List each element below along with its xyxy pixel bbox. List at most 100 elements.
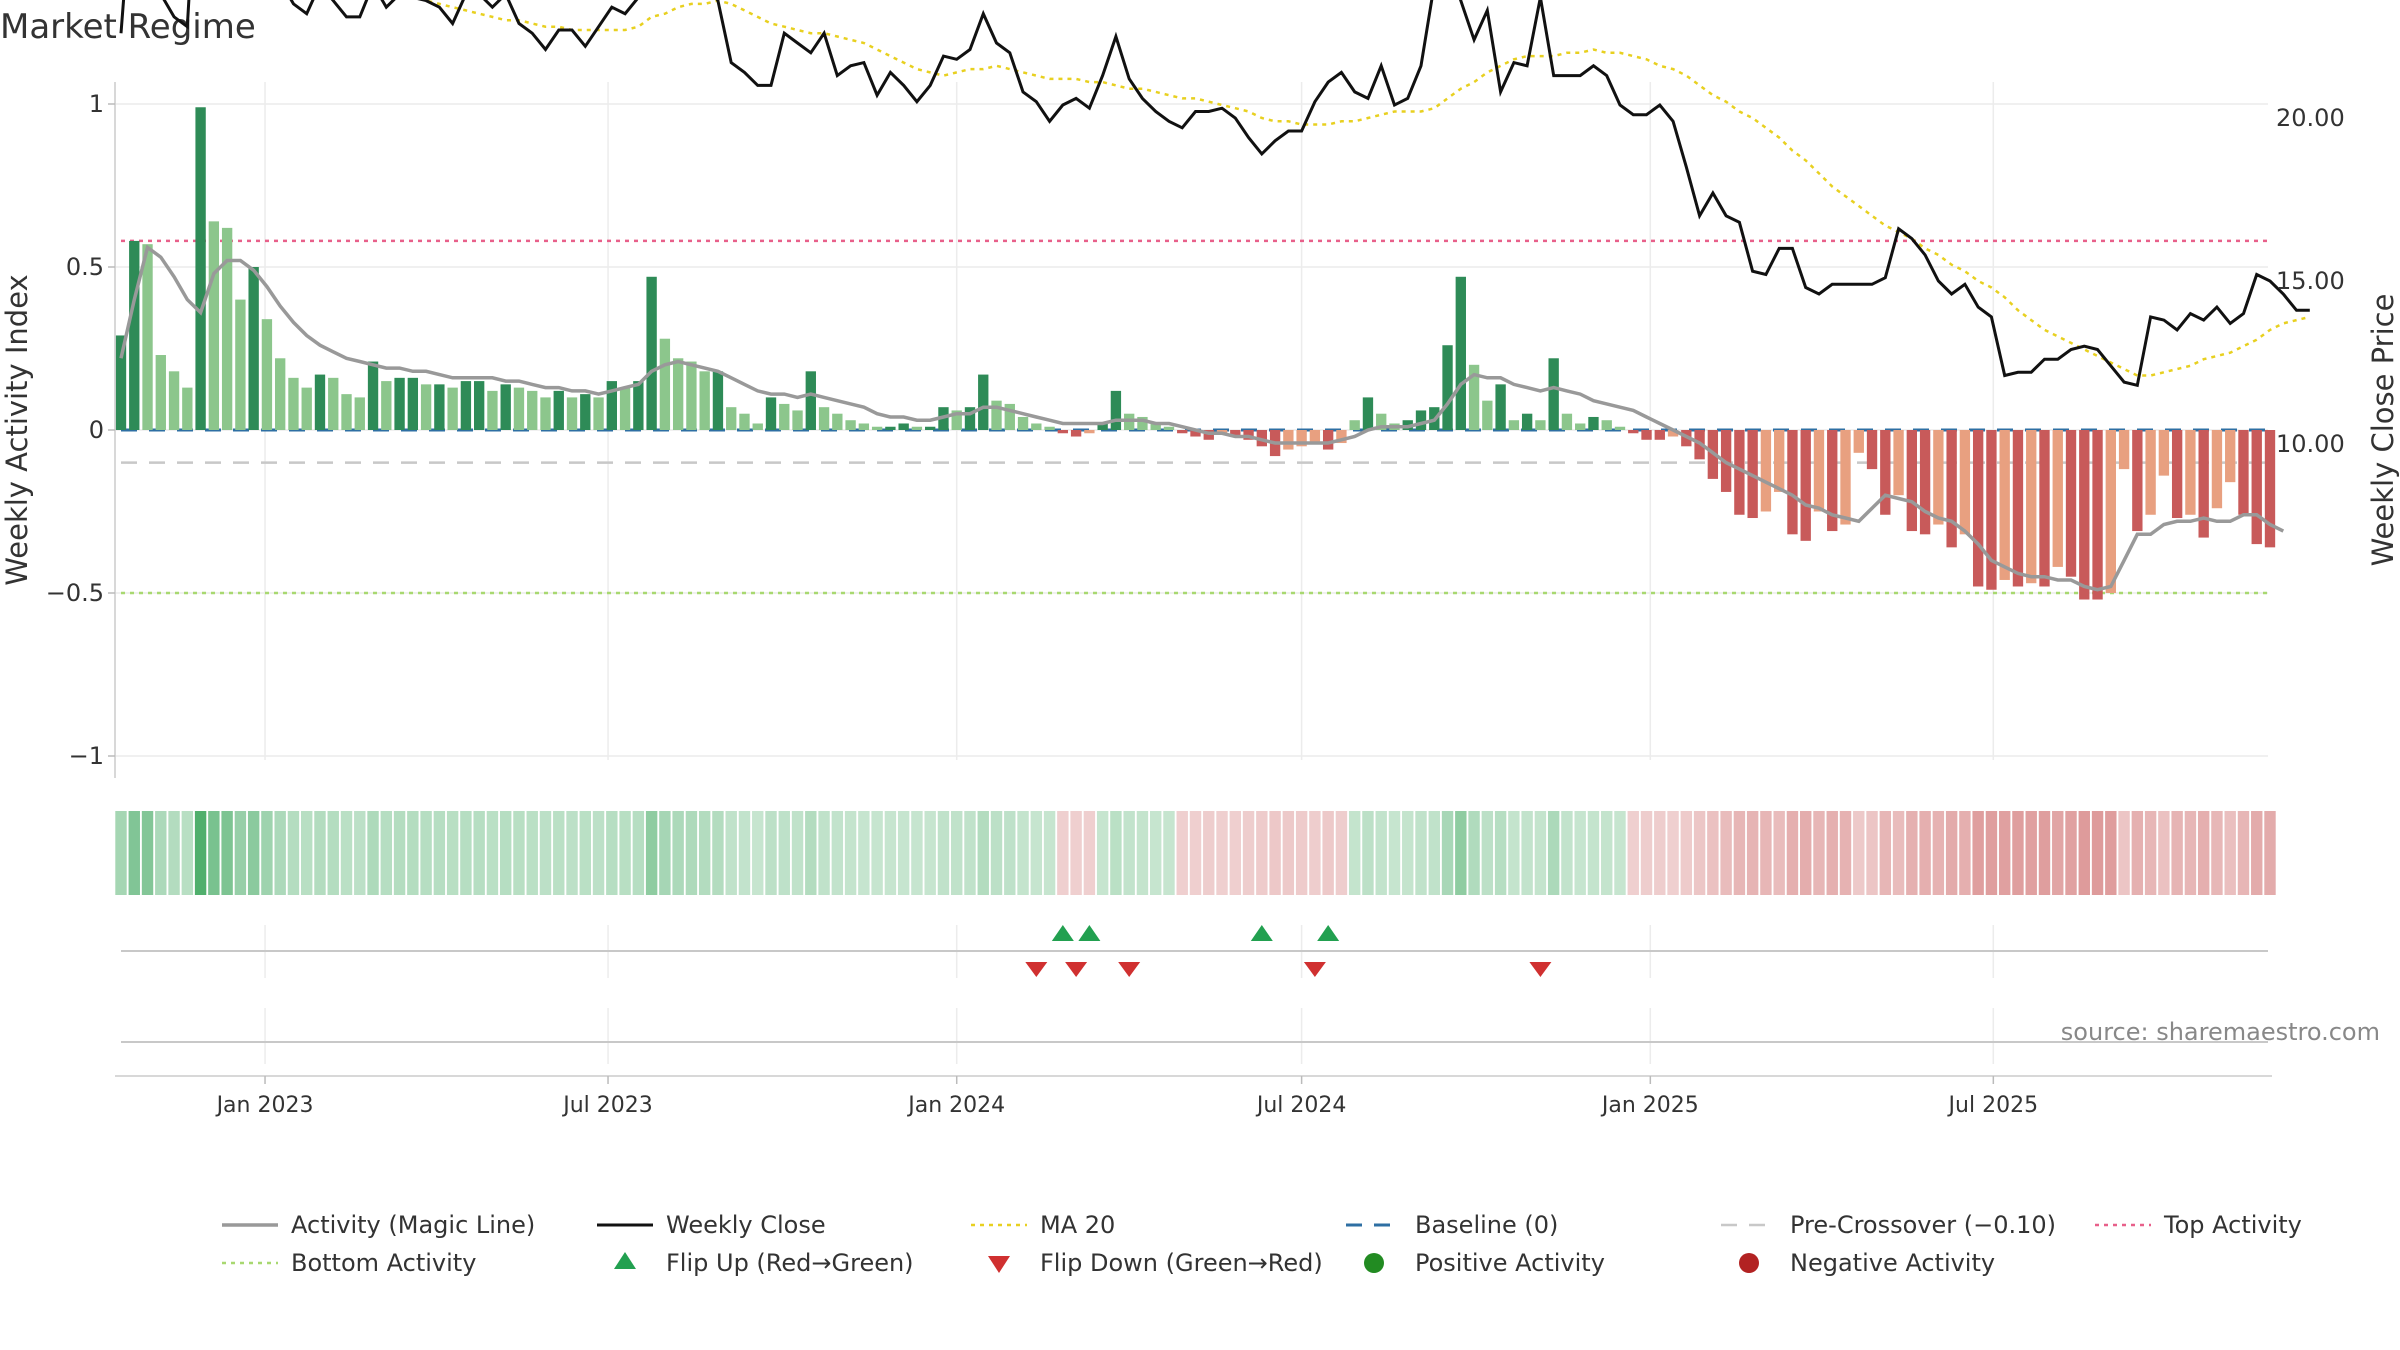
activity-bar — [2158, 430, 2170, 476]
legend-item: Negative Activity — [1739, 1249, 1995, 1277]
ma20-line — [422, 0, 2311, 377]
regime-strip-cell — [765, 811, 777, 895]
activity-magic-line — [119, 244, 2285, 592]
regime-strip-cell — [1919, 811, 1931, 895]
activity-bar — [1415, 410, 1427, 430]
legend-item: MA 20 — [971, 1211, 1115, 1239]
regime-strip-cell — [579, 811, 591, 895]
flip-markers-panel — [121, 925, 2268, 1043]
regime-strip-cell — [1269, 811, 1281, 895]
regime-strip-cell — [2118, 811, 2130, 895]
activity-bar — [155, 355, 166, 430]
activity-bar — [925, 426, 936, 430]
activity-bar — [1601, 420, 1612, 430]
activity-bar — [1495, 384, 1506, 430]
regime-strip-cell — [499, 811, 512, 895]
activity-bar — [726, 407, 737, 430]
flip-up-marker — [1078, 925, 1101, 941]
regime-strip-cell — [181, 811, 194, 895]
regime-strip-cell — [446, 811, 459, 895]
activity-bar — [1150, 423, 1161, 430]
regime-strip-cell — [566, 811, 578, 895]
regime-strip-cell — [2065, 811, 2077, 895]
activity-bar — [619, 387, 631, 430]
activity-bar — [1110, 390, 1122, 430]
activity-bar — [1349, 420, 1360, 430]
regime-strip-cell — [1441, 811, 1454, 895]
y2-tick-label: 10.00 — [2276, 430, 2345, 458]
activity-bar — [1986, 430, 1997, 590]
activity-bar — [832, 413, 843, 430]
activity-bar — [1442, 345, 1453, 430]
legend-item: Weekly Close — [597, 1211, 826, 1239]
activity-bar — [752, 423, 763, 430]
activity-bar — [195, 107, 206, 430]
y-tick-label: 0.5 — [66, 253, 104, 281]
regime-strip-cell — [234, 811, 247, 895]
regime-strip-cell — [1773, 811, 1785, 895]
activity-bar — [1296, 430, 1307, 447]
regime-strip-cell — [1972, 811, 1984, 895]
regime-strip-cell — [2158, 811, 2170, 895]
activity-bar — [1654, 430, 1665, 440]
regime-strip-cell — [1388, 811, 1401, 895]
activity-bar — [394, 377, 405, 430]
activity-bar — [1336, 430, 1347, 444]
activity-bar — [964, 407, 976, 430]
regime-strip-cell — [2211, 811, 2223, 895]
regime-strip-cell — [1070, 811, 1082, 895]
regime-strip-cell — [1402, 811, 1414, 895]
activity-bar — [1906, 430, 1918, 532]
activity-bar — [235, 299, 246, 430]
regime-strip-cell — [1574, 811, 1586, 895]
regime-strip-cell — [1561, 811, 1573, 895]
regime-strip-cell — [367, 811, 379, 895]
regime-strip-cell — [752, 811, 764, 895]
activity-bar — [115, 335, 127, 430]
activity-bar — [1787, 430, 1798, 535]
activity-bar — [1827, 430, 1838, 532]
legend-item: Pre-Crossover (−0.10) — [1721, 1211, 2056, 1239]
activity-bar — [712, 371, 724, 430]
regime-strip-cell — [805, 811, 817, 895]
regime-strip-cell — [1468, 811, 1480, 895]
regime-strip-cell — [314, 811, 326, 895]
y2-tick-label: 20.00 — [2276, 104, 2345, 132]
activity-bar — [1084, 430, 1095, 434]
regime-strip-cell — [327, 811, 339, 895]
activity-bar — [1309, 430, 1321, 444]
regime-strip-cell — [1932, 811, 1945, 895]
regime-strip-cell — [1998, 811, 2011, 895]
legend-item: Flip Up (Red→Green) — [614, 1249, 914, 1277]
activity-bar — [434, 384, 445, 430]
activity-bar — [288, 377, 299, 430]
regime-strip-cell — [1521, 811, 1533, 895]
legend-label: Weekly Close — [666, 1211, 826, 1239]
legend-item: Flip Down (Green→Red) — [988, 1249, 1323, 1277]
activity-bar — [2092, 430, 2103, 600]
activity-bar — [1893, 430, 1904, 496]
activity-bar — [911, 426, 923, 430]
regime-strip-cell — [460, 811, 472, 895]
regime-strip-cell — [1959, 811, 1971, 895]
regime-strip-cell — [951, 811, 963, 895]
regime-strip-cell — [2184, 811, 2197, 895]
regime-strip-cell — [1547, 811, 1560, 895]
activity-bar — [845, 420, 856, 430]
regime-strip-cell — [2038, 811, 2051, 895]
legend: Activity (Magic Line) Weekly Close MA 20 Ba… — [222, 1211, 2302, 1277]
activity-bar — [1482, 400, 1493, 430]
regime-strip-cell — [632, 811, 645, 895]
activity-bar — [2251, 430, 2262, 545]
regime-strip — [115, 811, 2276, 895]
regime-strip-cell — [340, 811, 353, 895]
activity-bar — [566, 397, 578, 430]
activity-bar — [1641, 430, 1652, 440]
regime-strip-cell — [924, 811, 936, 895]
activity-bar — [248, 267, 259, 430]
grid-lines — [115, 82, 2268, 1064]
regime-strip-cell — [1176, 811, 1188, 895]
activity-bar — [1097, 423, 1108, 430]
activity-bar — [2052, 430, 2063, 567]
legend-label: Flip Up (Red→Green) — [666, 1249, 914, 1277]
